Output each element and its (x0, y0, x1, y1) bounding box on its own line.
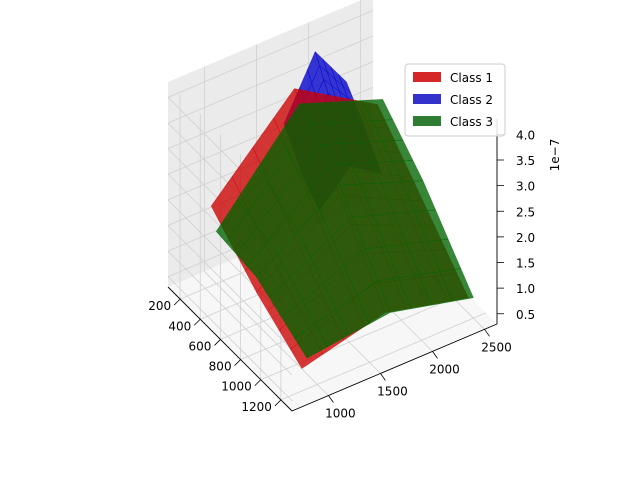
grid-z-right (167, 35, 374, 124)
surface-facet (294, 323, 328, 359)
grid-x-floor (260, 292, 466, 381)
tick-labels: 200 400 600 800 1000 1200 1000 1500 2000 2500 0.5 1… (148, 128, 535, 420)
grid-y-floor (204, 271, 329, 396)
tick-mark (328, 395, 334, 403)
surfaces (210, 51, 474, 369)
tick-mark (274, 399, 282, 407)
legend-label: Class 2 (450, 93, 493, 107)
legend-swatch (413, 116, 441, 126)
x-tick-label: 200 (148, 299, 171, 313)
legend-label: Class 3 (450, 115, 493, 129)
tick-mark (193, 318, 201, 326)
x-tick-label: 600 (189, 339, 212, 353)
z-tick-label: 2.5 (516, 205, 535, 219)
x-tick-label: 400 (168, 319, 191, 333)
grid-x-floor (280, 312, 487, 401)
legend-label: Class 1 (450, 71, 493, 85)
x-axis-line (167, 286, 293, 412)
z-tick-label: 3.5 (516, 154, 535, 168)
grid-z-right (167, 10, 374, 98)
axis-lines (167, 119, 504, 412)
grid-z-left (167, 225, 293, 350)
z-tick-label: 2.0 (516, 231, 535, 245)
tick-mark (254, 379, 262, 387)
x-tick-label: 800 (209, 360, 232, 374)
z-tick-label: 0.5 (516, 308, 535, 322)
z-tick-label: 4.0 (516, 128, 535, 142)
z-tick-label: 1.5 (516, 257, 535, 271)
tick-mark (432, 351, 438, 359)
tick-mark (214, 339, 221, 346)
grid-z-left (167, 250, 293, 376)
z-tick-label: 3.0 (516, 180, 535, 194)
tick-mark (380, 373, 386, 381)
z-tick-label: 1.0 (516, 282, 535, 296)
grid-z-left (167, 276, 293, 402)
tick-mark (173, 298, 181, 306)
legend: Class 1 Class 2 Class 3 (404, 63, 506, 137)
y-tick-label: 2000 (429, 362, 460, 376)
tick-mark (484, 329, 490, 337)
y-tick-label: 1500 (377, 384, 408, 398)
tick-mark (234, 359, 241, 366)
y-axis-line (291, 323, 498, 412)
z-offset-label: 1e−7 (548, 139, 562, 172)
y-tick-label: 1000 (325, 407, 356, 421)
legend-swatch (413, 72, 441, 82)
surface-3 (215, 99, 474, 359)
y-tick-label: 2500 (481, 340, 512, 354)
x-tick-label: 1200 (241, 400, 272, 414)
legend-swatch (413, 94, 441, 104)
x-tick-label: 1000 (221, 380, 252, 394)
